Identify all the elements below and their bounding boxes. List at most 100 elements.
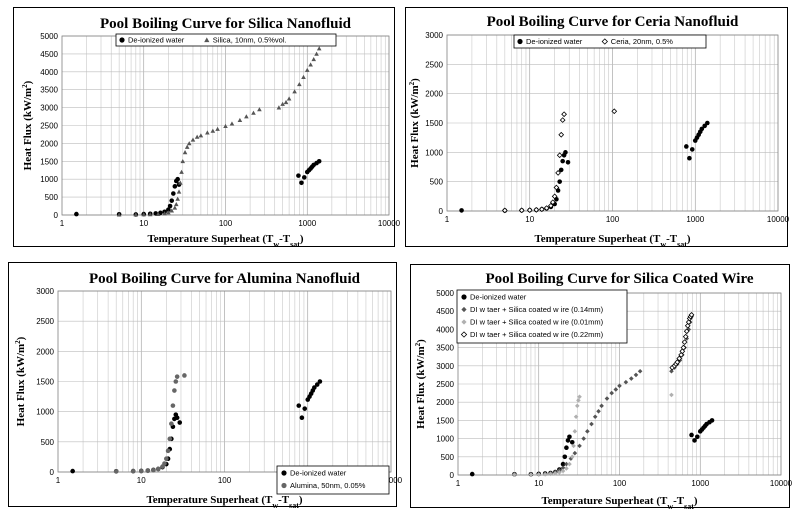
x-tick-label: 1: [56, 476, 61, 485]
x-tick-label: 10: [534, 479, 543, 488]
data-point: [184, 144, 190, 149]
data-point: [611, 108, 618, 115]
data-point: [569, 439, 575, 445]
data-point: [695, 434, 700, 440]
y-tick-label: 4500: [436, 307, 454, 316]
data-point: [469, 471, 475, 477]
data-point: [538, 206, 545, 213]
data-point: [286, 96, 292, 101]
chart-svg: Pool Boiling Curve for Silica Coated Wir…: [414, 271, 792, 510]
data-point: [604, 396, 610, 401]
data-point: [304, 67, 310, 72]
data-point: [637, 368, 643, 374]
y-tick-label: 3500: [40, 86, 58, 95]
data-point: [308, 62, 313, 67]
x-axis-title: Temperature Superheat (Tw-Tsat): [147, 233, 303, 249]
data-point: [155, 466, 161, 472]
y-tick-label: 1500: [436, 416, 454, 425]
data-point: [686, 327, 692, 332]
legend-label: DI w taer + Silica coated w ire (0.01mm): [470, 318, 604, 327]
legend-label: DI w taer + Silica coated w ire (0.14mm): [470, 305, 604, 314]
data-point: [116, 212, 122, 217]
data-point: [167, 203, 173, 209]
data-point: [169, 208, 175, 213]
data-point: [560, 468, 566, 474]
data-point: [683, 328, 690, 335]
chart-panel-ceria-nanofluid: Pool Boiling Curve for Ceria Nanofluid 0 5…: [405, 7, 790, 249]
y-tick-label: 2000: [40, 139, 58, 148]
data-point: [562, 454, 568, 460]
data-point: [70, 468, 75, 474]
y-tick-label: 3500: [436, 344, 454, 353]
y-tick-label: 5000: [436, 289, 454, 298]
y-tick-label: 1500: [425, 119, 443, 128]
data-point: [119, 37, 125, 43]
data-point: [162, 211, 167, 216]
data-point: [299, 180, 304, 186]
data-point: [113, 469, 119, 474]
x-tick-label: 1: [456, 479, 461, 488]
data-point: [301, 74, 306, 80]
data-point: [312, 385, 317, 390]
x-tick-label: 10: [525, 215, 534, 224]
legend-label: DI w taer + Silica coated w ire (0.22mm): [470, 330, 604, 339]
data-point: [558, 167, 564, 173]
data-point: [548, 471, 553, 477]
x-tick-label: 10000: [378, 219, 401, 228]
data-point: [177, 420, 183, 425]
data-point: [172, 184, 178, 189]
data-point: [180, 159, 186, 164]
data-point: [182, 150, 188, 155]
data-point: [311, 56, 317, 62]
x-tick-label: 100: [219, 219, 233, 228]
data-point: [688, 311, 695, 318]
data-point: [609, 390, 614, 396]
data-point: [560, 465, 566, 471]
legend-label: Silica, 10nm, 0.5%vol.: [213, 36, 287, 45]
data-point: [229, 121, 235, 126]
y-tick-label: 1500: [36, 378, 54, 387]
data-point: [314, 51, 319, 56]
data-point: [301, 175, 307, 180]
data-point: [175, 196, 180, 201]
y-axis-title: Heat Flux (kW/m2): [414, 339, 427, 429]
data-point: [186, 141, 192, 146]
y-tick-label: 3000: [425, 31, 443, 40]
data-point: [553, 184, 560, 191]
data-point: [682, 333, 689, 340]
data-point: [251, 110, 256, 115]
x-tick-label: 1: [445, 215, 450, 224]
data-point: [133, 212, 139, 217]
x-axis-title: Temperature Superheat (Tw-Tsat): [146, 494, 302, 510]
data-point: [204, 37, 210, 43]
chart-title: Pool Boiling Curve for Silica Coated Wir…: [485, 271, 753, 287]
data-point: [528, 472, 534, 477]
data-point: [565, 438, 571, 443]
x-tick-label: 1: [60, 219, 65, 228]
data-point: [182, 373, 187, 378]
data-point: [557, 470, 562, 475]
data-point: [166, 207, 171, 212]
data-point: [175, 176, 180, 182]
legend-box: [115, 33, 337, 47]
y-tick-label: 1000: [436, 435, 454, 444]
data-point: [623, 379, 629, 385]
x-axis-title: Temperature Superheat (Tw-Tsat): [541, 495, 697, 510]
y-tick-label: 2500: [436, 380, 454, 389]
data-point: [223, 123, 228, 129]
data-point: [577, 443, 582, 449]
x-tick-label: 1000: [298, 219, 316, 228]
y-tick-label: 3000: [36, 287, 54, 296]
data-series: [669, 311, 695, 371]
legend-label: Alumina, 50nm, 0.05%: [290, 481, 366, 490]
x-tick-label: 1000: [691, 479, 709, 488]
data-point: [461, 294, 467, 300]
data-point: [176, 189, 182, 194]
chart-svg: Pool Boiling Curve for Alumina Nanofluid…: [14, 271, 403, 510]
data-point: [460, 331, 468, 338]
data-point: [613, 387, 619, 392]
x-tick-label: 100: [218, 476, 232, 485]
y-tick-label: 500: [441, 453, 455, 462]
legend-label: De-ionized water: [526, 37, 583, 46]
data-point: [569, 454, 575, 460]
